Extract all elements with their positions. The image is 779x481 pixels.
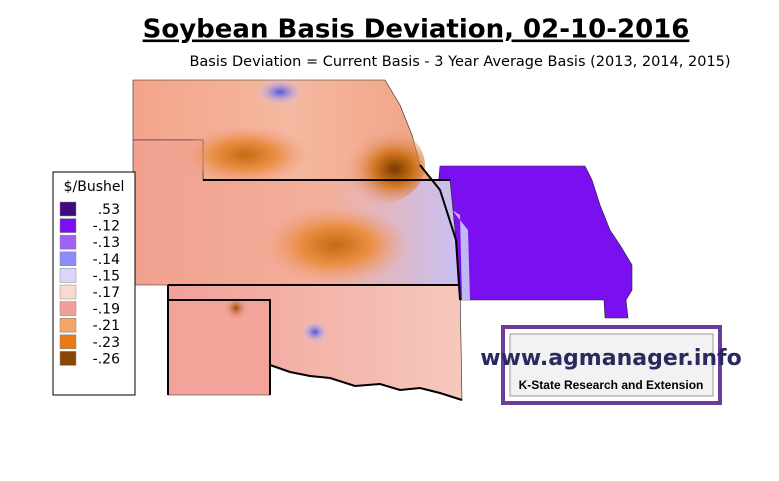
map-subtitle: Basis Deviation = Current Basis - 3 Year… bbox=[189, 54, 730, 70]
legend-label: -.17 bbox=[93, 285, 120, 301]
border bbox=[168, 299, 271, 395]
missouri-west-edge bbox=[452, 210, 470, 300]
logo: www.agmanager.info K-State Research and … bbox=[480, 325, 742, 405]
dark-spot bbox=[224, 296, 248, 320]
orange-spot bbox=[260, 205, 410, 285]
legend-label: -.26 bbox=[93, 351, 120, 367]
legend-swatch bbox=[59, 234, 77, 250]
legend: $/Bushel .53-.12-.13-.14-.15-.17-.19-.21… bbox=[52, 171, 136, 396]
legend-swatch bbox=[59, 268, 77, 283]
legend-label: .53 bbox=[98, 202, 120, 218]
legend-label: -.21 bbox=[93, 318, 120, 334]
border bbox=[419, 164, 461, 301]
legend-label: -.13 bbox=[93, 235, 120, 251]
border bbox=[269, 364, 463, 401]
map bbox=[132, 78, 633, 401]
map-title: Soybean Basis Deviation, 02-10-2016 bbox=[143, 15, 690, 45]
legend-label: -.15 bbox=[93, 268, 120, 284]
blue-spot bbox=[255, 78, 305, 106]
legend-label: -.14 bbox=[93, 252, 120, 268]
logo-inner bbox=[509, 333, 714, 397]
legend-label: -.12 bbox=[93, 219, 120, 235]
legend-title: $/Bushel bbox=[64, 179, 125, 195]
logo-url: www.agmanager.info bbox=[480, 346, 741, 371]
legend-swatch bbox=[59, 201, 77, 217]
legend-swatch bbox=[59, 301, 77, 316]
orange-spot bbox=[180, 125, 310, 185]
dark-spot bbox=[325, 125, 425, 205]
legend-label: -.23 bbox=[93, 335, 120, 351]
logo-org: K-State Research and Extension bbox=[519, 378, 704, 392]
blue-spot bbox=[301, 320, 329, 344]
legend-swatch bbox=[59, 251, 77, 267]
legend-items: .53-.12-.13-.14-.15-.17-.19-.21-.23-.26 bbox=[59, 201, 120, 367]
legend-swatch bbox=[59, 284, 77, 300]
legend-label: -.19 bbox=[93, 302, 120, 318]
texas-panhandle bbox=[167, 299, 271, 396]
legend-swatch bbox=[59, 334, 77, 350]
legend-swatch bbox=[59, 218, 77, 233]
legend-swatch bbox=[59, 317, 77, 333]
legend-swatch bbox=[59, 351, 77, 366]
